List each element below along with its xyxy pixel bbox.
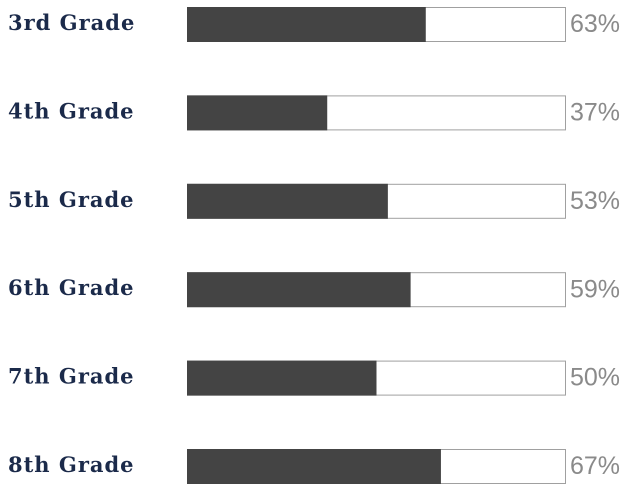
value-label: 63% bbox=[570, 10, 620, 38]
category-label: 3rd Grade bbox=[8, 10, 135, 35]
bar bbox=[187, 360, 377, 396]
value-label: 59% bbox=[570, 275, 620, 303]
category-label: 4th Grade bbox=[8, 98, 135, 123]
category-label: 8th Grade bbox=[8, 452, 135, 477]
value-label: 37% bbox=[570, 99, 620, 127]
category-label: 7th Grade bbox=[8, 364, 135, 389]
value-label: 53% bbox=[570, 187, 620, 215]
bar bbox=[187, 95, 328, 131]
category-label: 6th Grade bbox=[8, 275, 135, 300]
bar bbox=[187, 183, 388, 219]
value-label: 50% bbox=[570, 364, 620, 392]
bar bbox=[187, 7, 426, 42]
value-label: 67% bbox=[570, 452, 620, 480]
bar bbox=[187, 272, 411, 308]
bar bbox=[187, 449, 441, 484]
category-label: 5th Grade bbox=[8, 187, 135, 212]
